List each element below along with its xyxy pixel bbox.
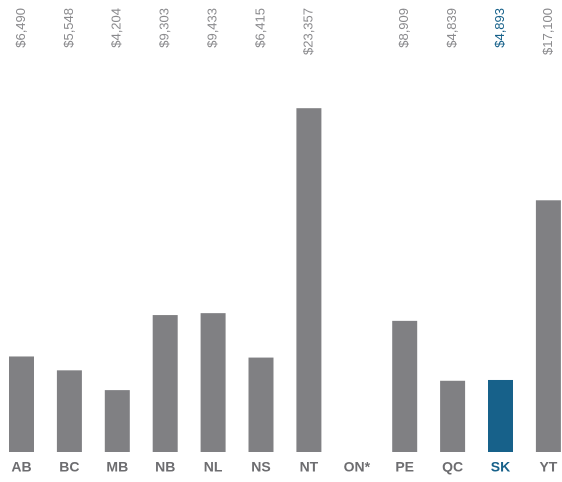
category-label: QC xyxy=(442,459,463,475)
bar xyxy=(392,320,418,452)
value-label: $6,490 xyxy=(13,8,28,48)
bar xyxy=(104,390,130,452)
category-label: MB xyxy=(106,459,128,475)
value-label: $9,303 xyxy=(157,8,172,48)
value-label: $23,357 xyxy=(300,8,315,55)
category-label: AB xyxy=(11,459,31,475)
value-label: $5,548 xyxy=(61,8,76,48)
category-label: SK xyxy=(491,459,510,475)
bar xyxy=(296,108,322,452)
bar xyxy=(248,357,274,452)
value-label: $17,100 xyxy=(540,8,555,55)
category-label: BC xyxy=(59,459,79,475)
value-label: $6,415 xyxy=(252,8,267,48)
category-label: NS xyxy=(251,459,270,475)
category-label: NL xyxy=(204,459,223,475)
category-label: NB xyxy=(155,459,175,475)
bar xyxy=(152,315,178,452)
value-label: $4,893 xyxy=(492,8,507,48)
bar xyxy=(56,370,82,452)
value-label: $4,839 xyxy=(444,8,459,48)
category-label: PE xyxy=(395,459,414,475)
bar xyxy=(200,313,226,452)
category-label: NT xyxy=(300,459,319,475)
bar xyxy=(440,380,466,452)
bar xyxy=(9,356,34,452)
bar xyxy=(488,379,513,452)
category-label: YT xyxy=(539,459,557,475)
category-label: ON* xyxy=(344,459,371,475)
value-label: $4,204 xyxy=(109,8,124,48)
value-label: $9,433 xyxy=(205,8,220,48)
value-label: $8,909 xyxy=(396,8,411,48)
bar xyxy=(535,200,561,452)
